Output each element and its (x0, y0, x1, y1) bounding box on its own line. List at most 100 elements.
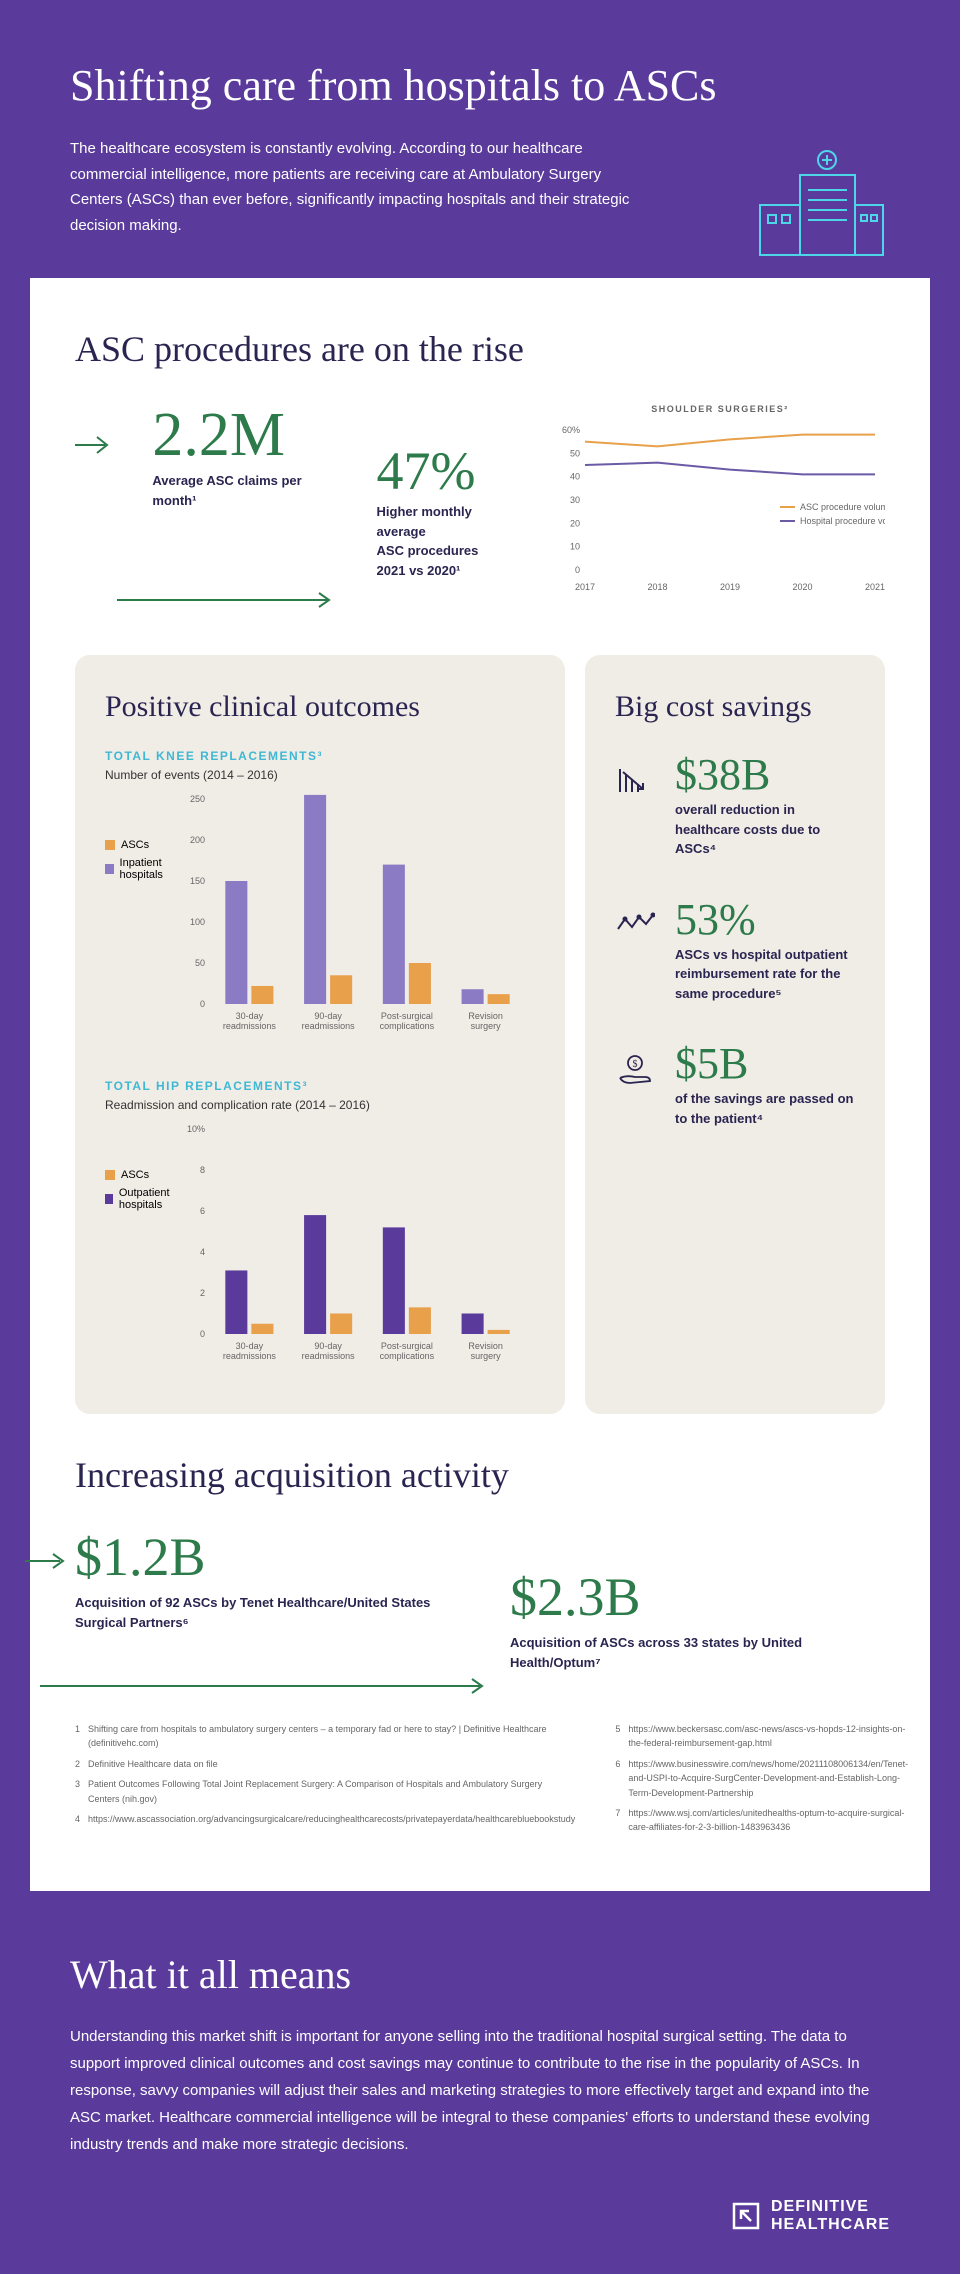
savings-text: of the savings are passed on to the pati… (675, 1089, 855, 1128)
acq-block-1: $1.2B Acquisition of 92 ASCs by Tenet He… (75, 1526, 450, 1672)
svg-text:30-day: 30-day (236, 1341, 264, 1351)
savings-title: Big cost savings (615, 690, 855, 724)
svg-text:2018: 2018 (647, 582, 667, 592)
shoulder-line-chart: SHOULDER SURGERIES²0102030405060%2017201… (555, 400, 885, 600)
section1-title: ASC procedures are on the rise (75, 328, 885, 370)
intro-text: The healthcare ecosystem is constantly e… (70, 136, 640, 238)
outcomes-panel: Positive clinical outcomes TOTAL KNEE RE… (75, 655, 565, 1414)
svg-text:0: 0 (200, 999, 205, 1009)
footnote: 1Shifting care from hospitals to ambulat… (75, 1722, 575, 1751)
header-section: Shifting care from hospitals to ASCs The… (0, 0, 960, 278)
svg-text:8: 8 (200, 1165, 205, 1175)
arrow-icon (40, 1676, 490, 1696)
stats-row: 2.2M Average ASC claims per month¹ 47% H… (75, 400, 885, 605)
zigzag-icon (615, 909, 655, 944)
footnotes-left: 1Shifting care from hospitals to ambulat… (75, 1722, 575, 1841)
svg-text:Post-surgical: Post-surgical (381, 1011, 433, 1021)
page-title: Shifting care from hospitals to ASCs (70, 60, 890, 111)
footnote: 7https://www.wsj.com/articles/unitedheal… (615, 1806, 908, 1835)
svg-text:complications: complications (380, 1021, 435, 1031)
svg-text:2: 2 (200, 1288, 205, 1298)
svg-text:Post-surgical: Post-surgical (381, 1341, 433, 1351)
svg-text:50: 50 (570, 448, 580, 458)
footer-text: Understanding this market shift is impor… (70, 2023, 890, 2158)
footnote: 2Definitive Healthcare data on file (75, 1757, 575, 1771)
footnote: 3Patient Outcomes Following Total Joint … (75, 1777, 575, 1806)
svg-text:30: 30 (570, 495, 580, 505)
acq1-text: Acquisition of 92 ASCs by Tenet Healthca… (75, 1593, 450, 1632)
acq1-stat: $1.2B (75, 1526, 450, 1588)
logo-icon (731, 2201, 761, 2231)
bars-down-icon (615, 764, 655, 804)
svg-text:readmissions: readmissions (302, 1021, 356, 1031)
acq2-text: Acquisition of ASCs across 33 states by … (510, 1633, 885, 1672)
panels-row: Positive clinical outcomes TOTAL KNEE RE… (75, 655, 885, 1414)
svg-text:2019: 2019 (720, 582, 740, 592)
savings-text: overall reduction in healthcare costs du… (675, 800, 855, 859)
knee-chart-wrap: TOTAL KNEE REPLACEMENTS³Number of events… (105, 749, 535, 1049)
stat2-label: Higher monthly average ASC procedures 20… (377, 502, 515, 580)
svg-text:surgery: surgery (471, 1351, 502, 1361)
line-chart-container: SHOULDER SURGERIES²0102030405060%2017201… (555, 400, 885, 605)
footnotes-right: 5https://www.beckersasc.com/asc-news/asc… (615, 1722, 908, 1841)
logo-text: DEFINITIVE HEALTHCARE (771, 2198, 890, 2234)
outcomes-title: Positive clinical outcomes (105, 690, 535, 724)
stat2-value: 47% (377, 440, 515, 502)
svg-text:Revision: Revision (468, 1341, 503, 1351)
stat-block-1: 2.2M Average ASC claims per month¹ (152, 400, 336, 510)
svg-text:20: 20 (570, 518, 580, 528)
acq2-stat: $2.3B (510, 1566, 885, 1628)
logo: DEFINITIVE HEALTHCARE (70, 2198, 890, 2234)
footer-section: What it all means Understanding this mar… (0, 1891, 960, 2274)
svg-text:Hospital procedure volume %: Hospital procedure volume % (800, 516, 885, 526)
savings-panel: Big cost savings $38B overall reduction … (585, 655, 885, 1414)
stat1-value: 2.2M (152, 400, 336, 471)
stat1-label: Average ASC claims per month¹ (152, 471, 336, 510)
svg-text:50: 50 (195, 958, 205, 968)
savings-stat: $38B (675, 749, 855, 800)
svg-text:2020: 2020 (792, 582, 812, 592)
svg-text:10: 10 (570, 542, 580, 552)
savings-list: $38B overall reduction in healthcare cos… (615, 749, 855, 1128)
svg-text:surgery: surgery (471, 1021, 502, 1031)
footer-title: What it all means (70, 1951, 890, 1998)
svg-text:$: $ (633, 1059, 638, 1070)
footnote: 4https://www.ascassociation.org/advancin… (75, 1812, 575, 1826)
svg-text:readmissions: readmissions (223, 1021, 277, 1031)
footnotes: 1Shifting care from hospitals to ambulat… (75, 1722, 885, 1841)
svg-text:complications: complications (380, 1351, 435, 1361)
svg-text:90-day: 90-day (314, 1341, 342, 1351)
svg-text:0: 0 (200, 1329, 205, 1339)
svg-text:30-day: 30-day (236, 1011, 264, 1021)
savings-text: ASCs vs hospital outpatient reimbursemen… (675, 945, 855, 1004)
svg-text:4: 4 (200, 1247, 205, 1257)
arrow-icon (25, 1551, 70, 1571)
savings-item: $ $5B of the savings are passed on to th… (615, 1038, 855, 1128)
acq-title: Increasing acquisition activity (75, 1454, 885, 1496)
svg-text:2021: 2021 (865, 582, 885, 592)
hip-chart-wrap: TOTAL HIP REPLACEMENTS³Readmission and c… (105, 1079, 535, 1379)
savings-item: $38B overall reduction in healthcare cos… (615, 749, 855, 859)
arrow-icon (117, 590, 337, 610)
footnote: 6https://www.businesswire.com/news/home/… (615, 1757, 908, 1800)
savings-item: 53% ASCs vs hospital outpatient reimburs… (615, 894, 855, 1004)
arrow-left-icon (75, 430, 112, 460)
svg-text:0: 0 (575, 565, 580, 575)
main-content: ASC procedures are on the rise 2.2M Aver… (30, 278, 930, 1891)
svg-text:SHOULDER SURGERIES²: SHOULDER SURGERIES² (651, 404, 789, 414)
svg-text:readmissions: readmissions (223, 1351, 277, 1361)
footnote: 5https://www.beckersasc.com/asc-news/asc… (615, 1722, 908, 1751)
stat-block-2: 47% Higher monthly average ASC procedure… (377, 440, 515, 580)
acq-block-2: $2.3B Acquisition of ASCs across 33 stat… (510, 1566, 885, 1672)
acq-row: $1.2B Acquisition of 92 ASCs by Tenet He… (75, 1526, 885, 1672)
svg-text:2017: 2017 (575, 582, 595, 592)
svg-text:60%: 60% (562, 425, 580, 435)
svg-text:250: 250 (190, 794, 205, 804)
svg-text:10%: 10% (187, 1124, 205, 1134)
svg-text:100: 100 (190, 917, 205, 927)
hand-coin-icon: $ (615, 1053, 655, 1093)
svg-text:Revision: Revision (468, 1011, 503, 1021)
svg-text:ASC procedure volume %: ASC procedure volume % (800, 502, 885, 512)
svg-text:readmissions: readmissions (302, 1351, 356, 1361)
savings-stat: 53% (675, 894, 855, 945)
